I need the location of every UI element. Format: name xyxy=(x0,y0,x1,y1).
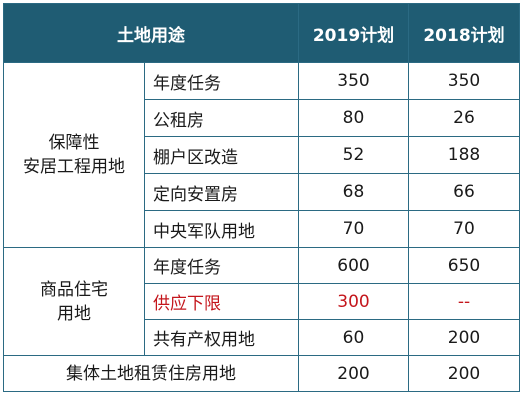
row-value-2019-highlight: 300 xyxy=(298,283,409,320)
land-use-table-wrapper: 土地用途 2019计划 2018计划 保障性 安居工程用地 年度任务 350 3… xyxy=(3,3,520,392)
row-item-label: 定向安置房 xyxy=(144,173,299,211)
table-row: 中央军队用地 70 70 xyxy=(4,210,520,248)
row-value-2019: 68 xyxy=(298,173,409,211)
row-value-2018: 70 xyxy=(408,210,520,248)
group-label-affordable-housing: 保障性 安居工程用地 xyxy=(3,62,145,248)
group-label-line: 安居工程用地 xyxy=(23,157,125,177)
row-value-2018: 350 xyxy=(408,62,520,100)
row-item-label-highlight: 供应下限 xyxy=(144,283,299,320)
row-item-label: 年度任务 xyxy=(144,62,299,100)
group-label-line: 商品住宅 xyxy=(40,279,108,300)
table-row: 保障性 安居工程用地 年度任务 350 350 xyxy=(3,62,520,248)
header-2018-plan: 2018计划 xyxy=(408,3,520,63)
table-row: 共有产权用地 60 200 xyxy=(4,319,520,356)
row-value-2019: 52 xyxy=(298,136,409,174)
footer-label: 集体土地租赁住房用地 xyxy=(3,355,299,392)
header-2019-plan: 2019计划 xyxy=(298,3,409,63)
row-item-label: 棚户区改造 xyxy=(144,136,299,174)
row-value-2019: 60 xyxy=(298,319,409,356)
group-label-commercial-housing: 商品住宅 用地 xyxy=(3,247,145,356)
header-land-use: 土地用途 xyxy=(3,3,299,63)
row-value-2018-highlight: -- xyxy=(408,283,520,320)
group-label-line: 用地 xyxy=(57,303,91,324)
table-row: 棚户区改造 52 188 xyxy=(4,136,520,174)
table-row: 商品住宅 用地 年度任务 600 650 xyxy=(3,247,520,356)
footer-value-2019: 200 xyxy=(298,355,409,392)
row-item-label: 公租房 xyxy=(144,99,299,137)
row-value-2018: 188 xyxy=(408,136,520,174)
row-value-2018: 650 xyxy=(408,247,520,284)
row-item-label: 中央军队用地 xyxy=(144,210,299,248)
row-value-2018: 66 xyxy=(408,173,520,211)
row-value-2019: 350 xyxy=(298,62,409,100)
land-use-plan-table: 土地用途 2019计划 2018计划 保障性 安居工程用地 年度任务 350 3… xyxy=(3,3,520,392)
row-value-2019: 80 xyxy=(298,99,409,137)
row-value-2019: 70 xyxy=(298,210,409,248)
group-label-line: 保障性 xyxy=(48,133,100,153)
table-row-collective-land: 集体土地租赁住房用地 200 200 xyxy=(3,355,520,392)
table-row-highlight: 供应下限 300 -- xyxy=(4,283,520,320)
header-row: 土地用途 2019计划 2018计划 xyxy=(3,3,520,63)
table-row: 定向安置房 68 66 xyxy=(4,173,520,211)
row-value-2018: 26 xyxy=(408,99,520,137)
row-item-label: 共有产权用地 xyxy=(144,319,299,356)
row-value-2018: 200 xyxy=(408,319,520,356)
footer-value-2018: 200 xyxy=(408,355,520,392)
table-row: 公租房 80 26 xyxy=(4,99,520,137)
row-value-2019: 600 xyxy=(298,247,409,284)
row-item-label: 年度任务 xyxy=(144,247,299,284)
